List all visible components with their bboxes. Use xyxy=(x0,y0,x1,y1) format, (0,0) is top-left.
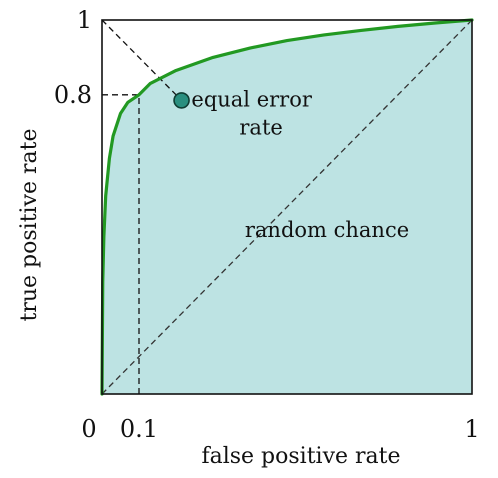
x-axis-label: false positive rate xyxy=(201,444,400,469)
roc-curve-line xyxy=(100,18,474,396)
x-tick-label-0.1: 0.1 xyxy=(120,415,158,443)
y-axis-label: true positive rate xyxy=(17,128,42,321)
annotation-equal-error-line1: equal error xyxy=(191,88,312,112)
random-chance-diagonal xyxy=(101,19,473,395)
annotation-equal-error-line2: rate xyxy=(239,116,282,140)
plot-frame xyxy=(101,19,473,395)
equal-error-rate-marker xyxy=(173,92,190,109)
annotation-random-chance: random chance xyxy=(245,218,409,242)
x-tick-label-0: 0 xyxy=(81,415,96,443)
y-tick-label-1: 1 xyxy=(77,6,92,34)
y-tick-label-0.8: 0.8 xyxy=(54,81,92,109)
equal-error-rate-line xyxy=(101,19,183,101)
x-tick-label-1: 1 xyxy=(464,415,479,443)
